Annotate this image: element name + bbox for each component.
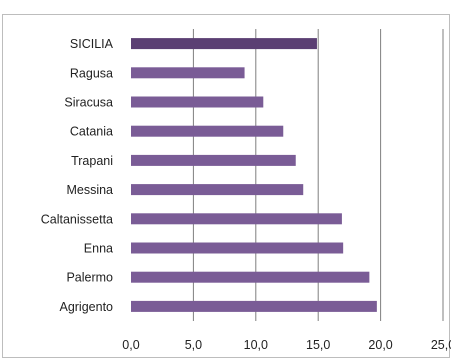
category-label: SICILIA <box>70 37 114 51</box>
chart-caption <box>4 0 444 8</box>
bar-chart: 0,0 5,0 10,0 15,0 20,0 25,0 SICILIA Ragusa Sirac… <box>41 29 451 352</box>
bar <box>131 184 304 196</box>
category-label: Siracusa <box>64 96 113 110</box>
chart-area: 0,0 5,0 10,0 15,0 20,0 25,0 SICILIA Ragusa Sirac… <box>2 14 451 358</box>
x-tick-label: 20,0 <box>368 338 392 352</box>
bar <box>131 154 296 166</box>
bar <box>131 242 344 254</box>
x-tick-label: 5,0 <box>185 338 202 352</box>
x-tick-label: 15,0 <box>306 338 330 352</box>
category-label: Ragusa <box>70 66 113 80</box>
category-label: Messina <box>66 183 113 197</box>
bar <box>131 96 264 108</box>
bar <box>131 67 245 79</box>
x-tick-label: 25,0 <box>431 338 451 352</box>
bar <box>131 125 284 137</box>
x-tick-label: 10,0 <box>244 338 268 352</box>
category-label: Catania <box>70 125 113 139</box>
bar <box>131 300 377 312</box>
category-label: Enna <box>84 242 113 256</box>
bar <box>131 38 317 50</box>
bar <box>131 213 342 225</box>
category-label: Agrigento <box>59 300 113 314</box>
category-label: Caltanissetta <box>41 212 113 226</box>
category-label: Trapani <box>71 154 113 168</box>
bar <box>131 271 370 283</box>
x-tick-label: 0,0 <box>122 338 139 352</box>
category-label: Palermo <box>66 271 113 285</box>
